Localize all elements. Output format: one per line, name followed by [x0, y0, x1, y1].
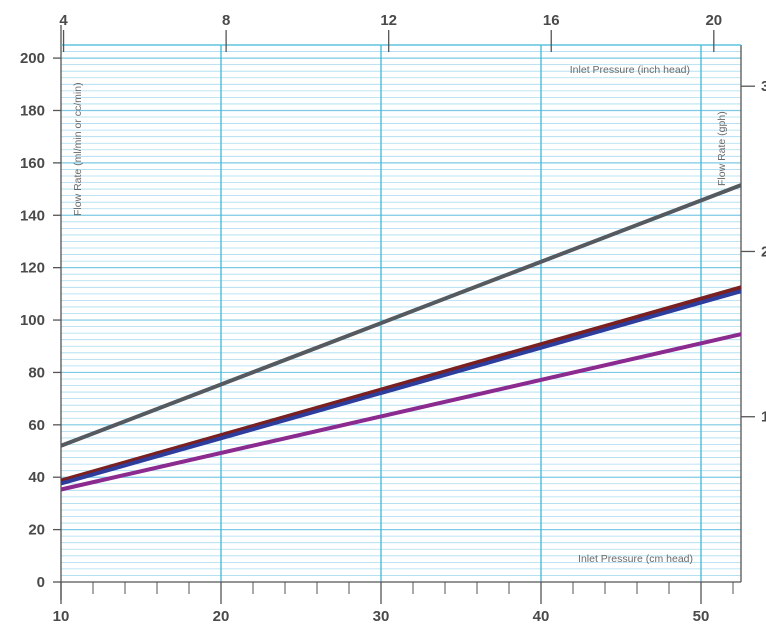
series-line-3 — [60, 289, 742, 486]
y-left-tick-label: 200 — [20, 50, 45, 67]
axes — [60, 25, 742, 600]
series-line-1 — [60, 183, 742, 448]
y-left-tick-label: 100 — [20, 312, 45, 329]
x-bottom-tick-label: 50 — [693, 608, 710, 625]
x-bottom-tick-label: 30 — [373, 608, 390, 625]
y-left-tick-label: 140 — [20, 207, 45, 224]
y-left-tick-label: 20 — [28, 522, 45, 539]
y-right-tick-label: 1 — [761, 409, 766, 426]
y-left-axis-title: Flow Rate (ml/min or cc/min) — [72, 82, 84, 216]
x-top-tick-label: 12 — [380, 12, 397, 29]
x-top-tick-label: 8 — [222, 12, 230, 29]
x-bottom-tick-label: 10 — [53, 608, 70, 625]
x-top-axis-title: Inlet Pressure (inch head) — [570, 64, 690, 76]
y-left-tick-label: 160 — [20, 155, 45, 172]
x-bottom-tick-label: 40 — [533, 608, 550, 625]
series-line-2 — [60, 285, 742, 483]
x-top-tick-label: 4 — [59, 12, 68, 29]
minor-gridlines — [61, 44, 741, 576]
y-left-tick-label: 180 — [20, 102, 45, 119]
tick-marks — [53, 30, 755, 604]
x-top-tick-label: 20 — [705, 12, 722, 29]
y-left-tick-label: 80 — [28, 364, 45, 381]
y-left-tick-label: 0 — [37, 574, 45, 591]
y-left-tick-label: 40 — [28, 469, 45, 486]
x-top-tick-label: 16 — [543, 12, 560, 29]
x-bottom-tick-label: 20 — [213, 608, 230, 625]
y-left-tick-label: 60 — [28, 417, 45, 434]
y-right-axis-title: Flow Rate (gph) — [716, 111, 728, 186]
series-line-4 — [60, 332, 742, 492]
y-right-tick-label: 2 — [761, 243, 766, 260]
y-right-tick-label: 3 — [761, 78, 766, 95]
series-lines — [60, 183, 742, 492]
y-left-tick-label: 120 — [20, 260, 45, 277]
major-gridlines — [220, 45, 702, 582]
x-bottom-axis-title: Inlet Pressure (cm head) — [578, 553, 693, 565]
